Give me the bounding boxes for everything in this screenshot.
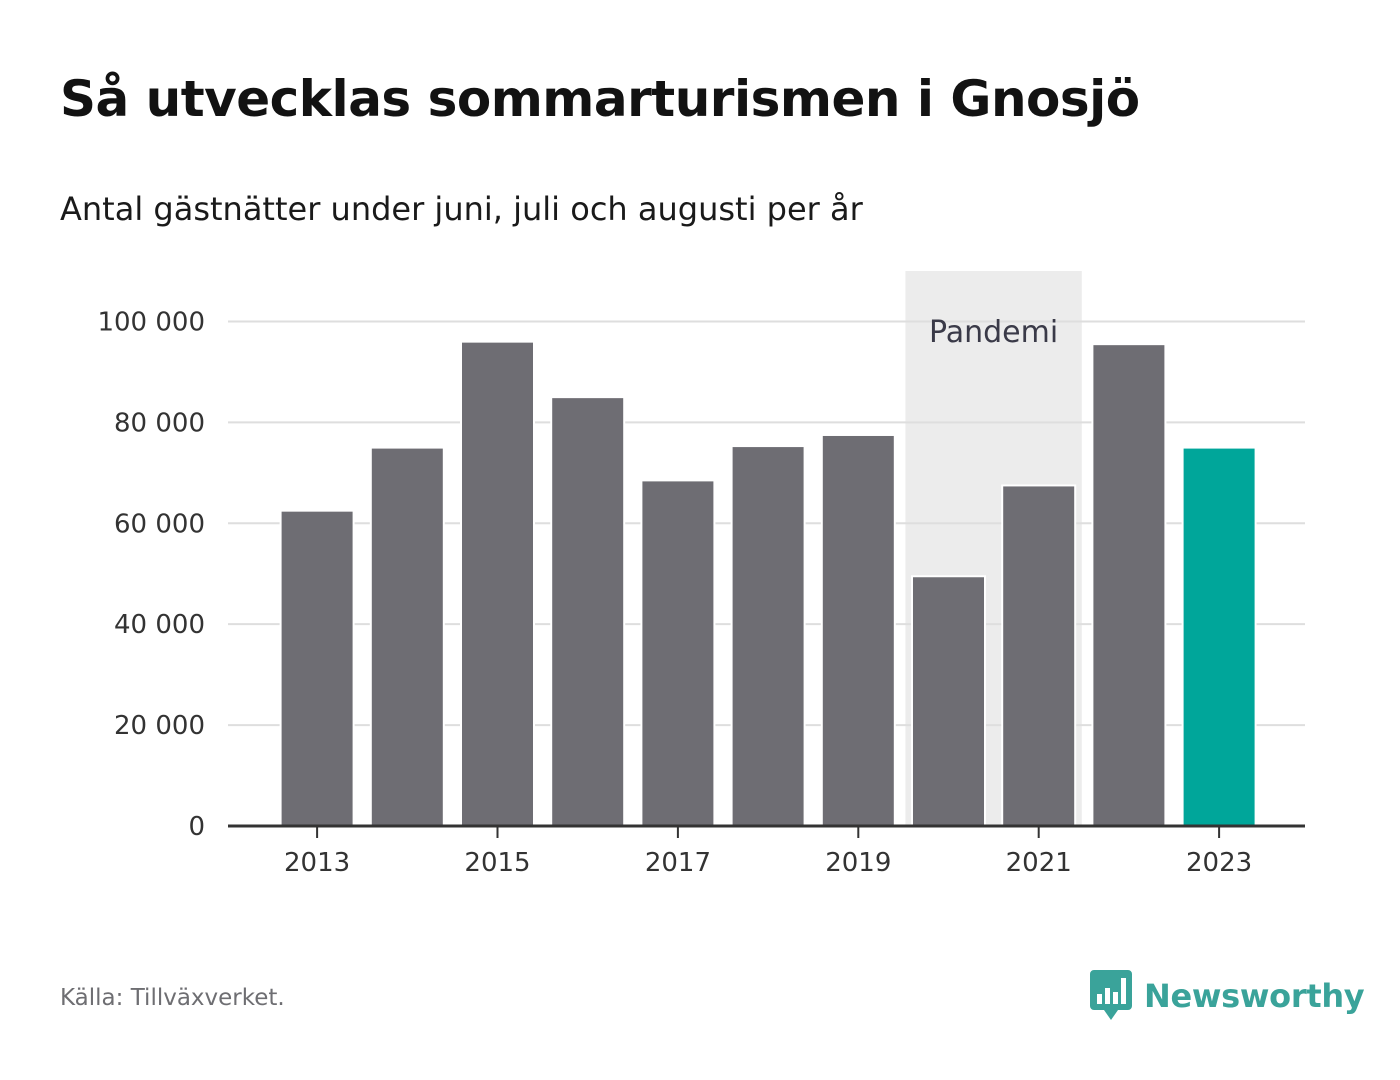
y-tick-label: 60 000: [114, 509, 205, 539]
bar-chart-speech-bubble-icon: [1090, 970, 1132, 1020]
bar-2014: [369, 446, 445, 827]
x-tick-label: 2017: [645, 848, 711, 878]
chart-subtitle: Antal gästnätter under juni, juli och au…: [60, 190, 863, 228]
y-tick-label: 0: [188, 812, 205, 842]
y-tick-label: 40 000: [114, 610, 205, 640]
bar-2022: [1091, 343, 1167, 827]
bar-2015: [460, 340, 535, 827]
x-tick-label: 2019: [825, 848, 891, 878]
x-tick-label: 2015: [464, 848, 530, 878]
bar-2017: [640, 479, 716, 827]
labels: Pandemi 0 20 000 40 000 60 000 80 000 100 000 2…: [97, 307, 1252, 878]
bar-2021: [1001, 484, 1077, 827]
bar-2018: [730, 445, 806, 827]
bars: [279, 340, 1257, 827]
bar-2020: [911, 575, 986, 827]
bar-2016: [550, 396, 626, 827]
x-tick-label: 2023: [1186, 848, 1252, 878]
brand-logo: Newsworthy: [1090, 968, 1365, 1024]
bar-2023: [1181, 446, 1257, 827]
y-tick-label: 20 000: [114, 711, 205, 741]
bar-2013: [279, 509, 355, 827]
x-tick-label: 2021: [1006, 848, 1072, 878]
bar-chart: Pandemi 0 20 000 40 000 60 000 80 000 100 000 2…: [97, 271, 1305, 878]
chart-title: Så utvecklas sommarturismen i Gnosjö: [60, 70, 1140, 128]
bar-2019: [820, 433, 896, 827]
x-tick-label: 2013: [284, 848, 350, 878]
axes: [228, 824, 1305, 838]
y-tick-label: 100 000: [97, 307, 205, 337]
pandemic-label: Pandemi: [929, 315, 1058, 350]
source-note: Källa: Tillväxverket.: [60, 985, 285, 1011]
y-tick-label: 80 000: [114, 408, 205, 438]
brand-name: Newsworthy: [1144, 977, 1365, 1015]
